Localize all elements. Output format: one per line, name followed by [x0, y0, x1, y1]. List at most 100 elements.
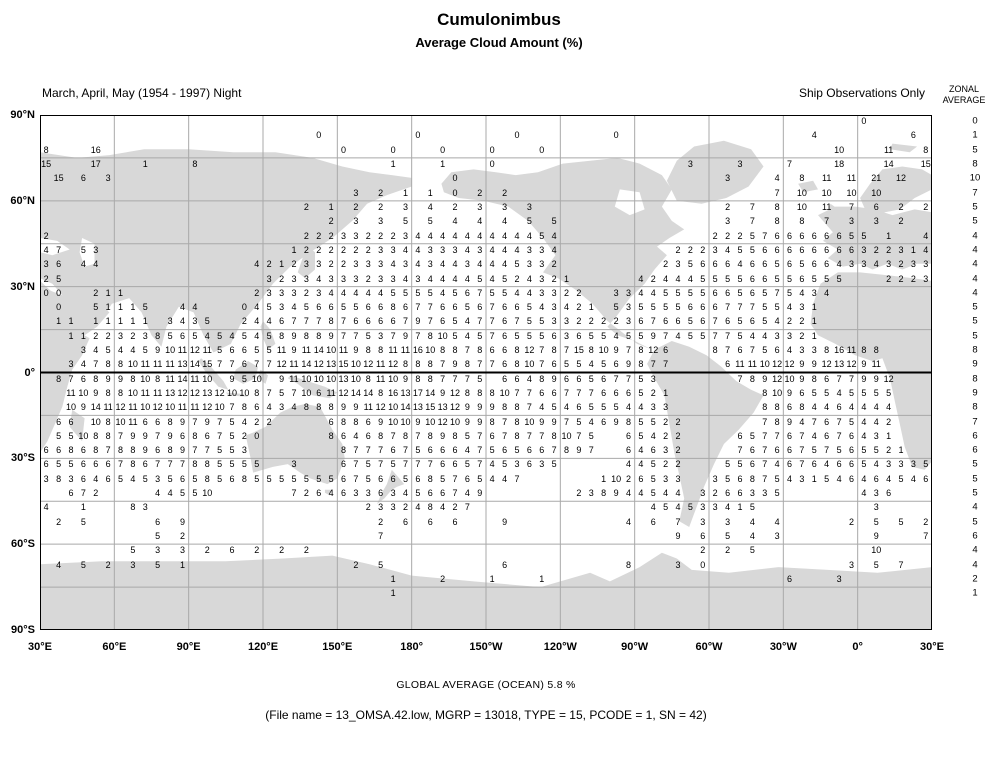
- cloud-amount-value: 10: [127, 359, 138, 370]
- cloud-amount-value: 1: [130, 302, 136, 313]
- longitude-tick-label: 90°W: [621, 641, 649, 653]
- cloud-amount-value: 5: [811, 445, 817, 456]
- cloud-amount-value: 7: [774, 431, 780, 442]
- cloud-amount-value: 4: [489, 273, 495, 284]
- cloud-amount-value: 9: [861, 373, 867, 384]
- cloud-amount-value: 6: [712, 302, 718, 313]
- cloud-amount-value: 7: [427, 316, 433, 327]
- landmass-shape: [69, 409, 85, 442]
- cloud-amount-value: 6: [910, 130, 916, 141]
- cloud-amount-value: 3: [353, 230, 359, 241]
- cloud-amount-value: 8: [105, 416, 111, 427]
- cloud-amount-value: 7: [477, 359, 483, 370]
- cloud-amount-value: 3: [836, 574, 842, 585]
- cloud-amount-value: 13: [338, 373, 349, 384]
- cloud-amount-value: 12: [772, 359, 783, 370]
- cloud-amount-value: 3: [43, 473, 49, 484]
- cloud-amount-value: 6: [811, 245, 817, 256]
- cloud-amount-value: 4: [613, 330, 619, 341]
- cloud-amount-value: 7: [365, 445, 371, 456]
- cloud-amount-value: 9: [341, 402, 347, 413]
- cloud-amount-value: 8: [93, 373, 99, 384]
- cloud-amount-value: 6: [142, 416, 148, 427]
- cloud-amount-value: 2: [725, 545, 731, 556]
- cloud-amount-value: 7: [378, 445, 384, 456]
- cloud-amount-value: 4: [551, 245, 557, 256]
- cloud-amount-value: 10: [227, 388, 238, 399]
- cloud-amount-value: 4: [464, 316, 470, 327]
- cloud-amount-value: 6: [749, 459, 755, 470]
- cloud-amount-value: 10: [450, 416, 461, 427]
- cloud-amount-value: 2: [316, 245, 322, 256]
- cloud-amount-value: 6: [204, 431, 210, 442]
- zonal-average-value: 5: [972, 459, 978, 471]
- cloud-amount-value: 5: [526, 316, 532, 327]
- cloud-amount-value: 1: [440, 159, 446, 170]
- cloud-amount-value: 10: [834, 144, 845, 155]
- cloud-amount-value: 11: [153, 359, 163, 370]
- cloud-amount-value: 6: [824, 431, 830, 442]
- cloud-amount-value: 4: [502, 216, 508, 227]
- cloud-amount-value: 2: [576, 488, 582, 499]
- cloud-amount-value: 3: [650, 373, 656, 384]
- cloud-amount-value: 8: [489, 416, 495, 427]
- cloud-amount-value: 4: [341, 287, 347, 298]
- cloud-amount-value: 6: [774, 245, 780, 256]
- cloud-amount-value: 5: [489, 287, 495, 298]
- cloud-amount-value: 7: [402, 459, 408, 470]
- cloud-amount-value: 0: [440, 144, 446, 155]
- cloud-amount-value: 2: [303, 545, 309, 556]
- cloud-amount-value: 2: [378, 230, 384, 241]
- cloud-amount-value: 1: [68, 316, 74, 327]
- cloud-amount-value: 2: [787, 316, 793, 327]
- cloud-amount-value: 5: [774, 488, 780, 499]
- cloud-amount-value: 6: [848, 245, 854, 256]
- cloud-amount-value: 2: [898, 259, 904, 270]
- cloud-amount-value: 14: [90, 402, 101, 413]
- cloud-amount-value: 4: [266, 316, 272, 327]
- cloud-amount-value: 9: [452, 359, 458, 370]
- cloud-amount-value: 2: [898, 273, 904, 284]
- cloud-amount-value: 14: [400, 402, 411, 413]
- cloud-amount-value: 6: [464, 473, 470, 484]
- cloud-amount-value: 6: [613, 359, 619, 370]
- cloud-amount-value: 4: [675, 502, 681, 513]
- cloud-amount-value: 4: [118, 345, 124, 356]
- cloud-amount-value: 3: [886, 459, 892, 470]
- cloud-amount-value: 13: [400, 388, 411, 399]
- cloud-amount-value: 11: [822, 173, 832, 184]
- cloud-amount-value: 4: [155, 488, 161, 499]
- cloud-amount-value: 3: [712, 502, 718, 513]
- cloud-amount-value: 10: [326, 373, 337, 384]
- cloud-amount-value: 7: [93, 359, 99, 370]
- cloud-amount-value: 4: [836, 388, 842, 399]
- cloud-amount-value: 6: [452, 459, 458, 470]
- cloud-amount-value: 7: [762, 416, 768, 427]
- cloud-amount-value: 6: [502, 373, 508, 384]
- cloud-amount-value: 11: [140, 359, 150, 370]
- longitude-tick-label: 150°W: [469, 641, 503, 653]
- cloud-amount-value: 0: [316, 130, 322, 141]
- cloud-amount-value: 1: [118, 302, 124, 313]
- cloud-amount-value: 3: [774, 330, 780, 341]
- cloud-amount-value: 6: [390, 473, 396, 484]
- cloud-amount-value: 7: [341, 330, 347, 341]
- cloud-amount-value: 1: [390, 588, 396, 599]
- cloud-amount-value: 8: [551, 345, 557, 356]
- cloud-amount-value: 3: [390, 488, 396, 499]
- cloud-amount-value: 5: [502, 273, 508, 284]
- cloud-amount-value: 1: [427, 187, 433, 198]
- cloud-amount-value: 4: [93, 473, 99, 484]
- cloud-amount-value: 5: [749, 502, 755, 513]
- file-info-label: (File name = 13_OMSA.42.low, MGRP = 1301…: [265, 708, 707, 722]
- zonal-average-value: 5: [972, 215, 978, 227]
- cloud-amount-value: 4: [229, 330, 235, 341]
- cloud-amount-value: 2: [440, 574, 446, 585]
- cloud-amount-value: 1: [118, 287, 124, 298]
- cloud-amount-value: 7: [824, 445, 830, 456]
- cloud-amount-value: 2: [551, 259, 557, 270]
- cloud-amount-value: 5: [155, 559, 161, 570]
- cloud-amount-value: 6: [440, 445, 446, 456]
- cloud-amount-value: 5: [415, 287, 421, 298]
- cloud-amount-value: 2: [365, 230, 371, 241]
